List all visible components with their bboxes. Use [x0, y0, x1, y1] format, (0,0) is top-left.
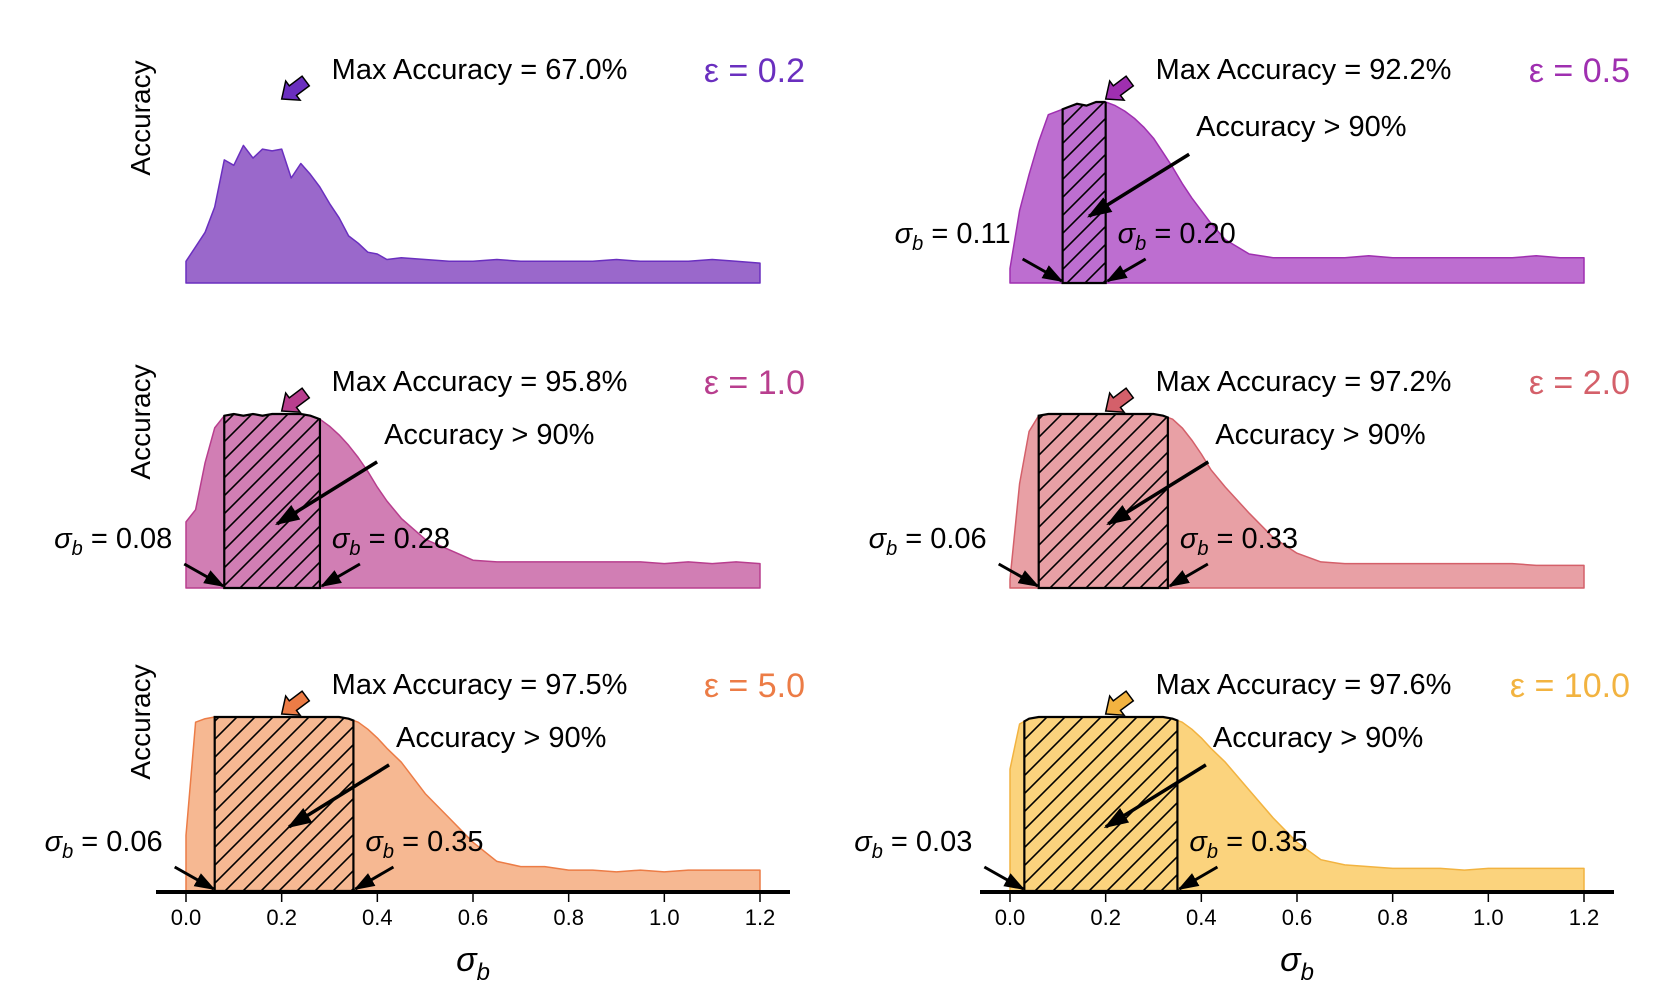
band-label: Accuracy > 90%: [1215, 419, 1425, 451]
sigma-hi-label: σb = 0.35: [1189, 826, 1307, 863]
max-accuracy-label: Max Accuracy = 97.5%: [332, 669, 628, 701]
sigma-hi-label: σb = 0.20: [1118, 218, 1236, 255]
epsilon-label: ε = 10.0: [1510, 667, 1630, 705]
band-region: [223, 412, 322, 590]
band-arrow: [1103, 763, 1207, 829]
x-tick-label: 1.2: [745, 905, 776, 930]
max-accuracy-label: Max Accuracy = 92.2%: [1156, 54, 1452, 86]
sigma-hi-arrow: [1105, 257, 1147, 283]
sigma-hi-label: σb = 0.28: [332, 523, 450, 560]
x-tick-label: 0.2: [1090, 905, 1121, 930]
sigma-lo-arrow: [997, 562, 1040, 588]
x-tick-label: 1.0: [1473, 905, 1504, 930]
x-tick-label: 0.8: [553, 905, 584, 930]
max-accuracy-arrow: [280, 75, 311, 102]
epsilon-label: ε = 0.5: [1529, 52, 1630, 90]
max-accuracy-arrow: [1104, 75, 1135, 102]
max-accuracy-label: Max Accuracy = 95.8%: [332, 366, 628, 398]
band-region: [213, 715, 355, 893]
sigma-lo-arrow: [173, 865, 216, 891]
x-axis-label: σb: [1280, 941, 1314, 986]
x-tick-label: 0.8: [1377, 905, 1408, 930]
x-tick-label: 1.0: [649, 905, 680, 930]
axes-layer: 0.0 0.2 0.4 0.6 0.8 1.0 1.2 σb 0.0 0.2 0.4 0.6 0.8 1.…: [156, 890, 1614, 986]
sigma-hi-label: σb = 0.33: [1180, 523, 1298, 560]
panel-2: Accuracy > 90% σb = 0.08 σb = 0.28 Max Accu…: [54, 364, 805, 590]
band-label: Accuracy > 90%: [384, 419, 594, 451]
epsilon-label: ε = 5.0: [704, 667, 805, 705]
panel-0: Max Accuracy = 67.0% ε = 0.2 Accuracy: [125, 52, 805, 284]
y-axis-label: Accuracy: [125, 364, 156, 479]
max-accuracy-arrow: [280, 690, 311, 717]
max-accuracy-arrow: [1104, 387, 1135, 414]
sigma-hi-arrow: [320, 562, 361, 588]
x-tick-label: 1.2: [1569, 905, 1600, 930]
x-axis-label: σb: [456, 941, 490, 986]
x-tick-label: 0.6: [1282, 905, 1313, 930]
sigma-hi-arrow: [1168, 562, 1209, 588]
x-tick-label: 0.4: [1186, 905, 1217, 930]
sigma-lo-arrow: [183, 562, 226, 588]
epsilon-label: ε = 2.0: [1529, 364, 1630, 402]
max-accuracy-label: Max Accuracy = 97.2%: [1156, 366, 1452, 398]
max-accuracy-label: Max Accuracy = 67.0%: [332, 54, 628, 86]
sigma-lo-label: σb = 0.03: [854, 826, 972, 863]
band-label: Accuracy > 90%: [396, 722, 606, 754]
sigma-lo-arrow: [1021, 257, 1064, 283]
band-region: [1037, 412, 1169, 590]
y-axis-label: Accuracy: [125, 60, 156, 175]
sigma-lo-label: σb = 0.11: [895, 218, 1011, 255]
x-tick-label: 0.6: [458, 905, 489, 930]
max-accuracy-arrow: [1104, 690, 1135, 717]
sigma-hi-label: σb = 0.35: [365, 826, 483, 863]
x-tick-label: 0.4: [362, 905, 393, 930]
x-axis-1: 0.0 0.2 0.4 0.6 0.8 1.0 1.2 σb: [980, 890, 1614, 986]
sigma-lo-label: σb = 0.06: [45, 826, 163, 863]
sigma-lo-arrow: [983, 865, 1026, 891]
x-tick-label: 0.0: [995, 905, 1026, 930]
epsilon-label: ε = 1.0: [704, 364, 805, 402]
x-axis-0: 0.0 0.2 0.4 0.6 0.8 1.0 1.2 σb: [156, 890, 790, 986]
band-label: Accuracy > 90%: [1196, 111, 1406, 143]
sigma-lo-label: σb = 0.08: [54, 523, 172, 560]
band-region: [1061, 100, 1107, 285]
sigma-hi-arrow: [353, 865, 395, 891]
sigma-lo-label: σb = 0.06: [869, 523, 987, 560]
panel-3: Accuracy > 90% σb = 0.06 σb = 0.33 Max Accu…: [869, 364, 1630, 590]
y-axis-label: Accuracy: [125, 664, 156, 779]
band-arrow: [286, 763, 390, 829]
panel-5: Accuracy > 90% σb = 0.03 σb = 0.35 Max Accu…: [854, 667, 1630, 893]
x-tick-label: 0.0: [171, 905, 202, 930]
band-arrow: [1106, 460, 1210, 526]
panel-1: Accuracy > 90% σb = 0.11 σb = 0.20 Max Accu…: [895, 52, 1630, 285]
band-region: [1023, 715, 1179, 893]
accuracy-area: [185, 144, 761, 284]
x-tick-label: 0.2: [266, 905, 297, 930]
panel-4: Accuracy > 90% σb = 0.06 σb = 0.35 Max Accu…: [45, 664, 805, 893]
epsilon-label: ε = 0.2: [704, 52, 805, 90]
max-accuracy-label: Max Accuracy = 97.6%: [1156, 669, 1452, 701]
max-accuracy-arrow: [280, 387, 311, 414]
sigma-hi-arrow: [1177, 865, 1219, 891]
band-arrow: [1087, 152, 1191, 218]
band-label: Accuracy > 90%: [1213, 722, 1423, 754]
band-arrow: [275, 460, 379, 526]
